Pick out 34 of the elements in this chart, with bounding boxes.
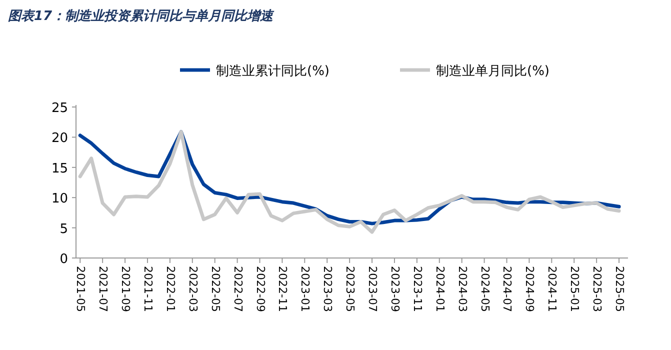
x-tick-label: 2021-05 [74,266,88,312]
x-tick-label: 2022-03 [186,266,200,312]
y-tick-label: 20 [51,131,68,146]
x-tick-label: 2024-03 [456,266,469,312]
x-tick-label: 2023-05 [344,266,357,312]
x-tick-label: 2022-05 [208,266,222,312]
x-tick-label: 2021-09 [119,266,132,312]
legend-label: 制造业单月同比(%) [436,64,550,79]
x-tick-label: 2023-03 [321,266,334,312]
legend-label: 制造业累计同比(%) [216,64,330,79]
x-tick-label: 2023-11 [410,266,424,312]
x-tick-label: 2022-09 [254,266,267,312]
x-tick-label: 2023-07 [366,266,380,312]
x-tick-label: 2024-09 [523,266,536,312]
x-tick-label: 2025-05 [613,266,626,312]
y-tick-label: 15 [51,161,68,176]
x-tick-label: 2021-07 [96,266,110,312]
x-tick-label: 2024-07 [500,266,514,312]
x-tick-label: 2021-11 [141,266,154,312]
y-tick-label: 0 [60,252,68,267]
y-tick-label: 5 [60,222,68,237]
x-tick-label: 2024-11 [546,266,559,312]
x-tick-label: 2022-11 [276,266,290,312]
x-tick-label: 2023-01 [298,266,312,312]
chart-title: 图表17：制造业投资累计同比与单月同比增速 [8,8,276,24]
x-tick-label: 2024-05 [478,266,492,312]
x-tick-label: 2023-09 [388,266,402,312]
x-tick-label: 2025-01 [568,266,582,312]
x-tick-label: 2025-03 [590,266,604,312]
y-tick-label: 10 [51,192,68,207]
x-tick-label: 2024-01 [433,266,446,312]
x-tick-label: 2022-07 [231,266,244,312]
y-tick-label: 25 [51,101,68,116]
x-tick-label: 2022-01 [164,266,177,312]
